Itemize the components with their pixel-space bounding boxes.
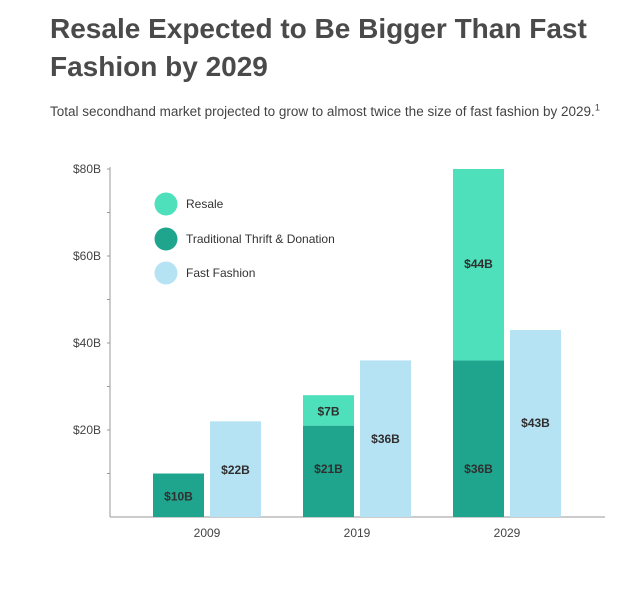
bar-thrift-2029	[453, 360, 504, 517]
data-label-fast-fashion-2009: $22B	[221, 463, 250, 477]
chart-title: Resale Expected to Be Bigger Than Fast F…	[50, 13, 587, 82]
data-label-fast-fashion-2019: $36B	[371, 432, 400, 446]
data-label-fast-fashion-2029: $43B	[521, 416, 550, 430]
y-tick-label: $80B	[73, 162, 101, 176]
chart-subtitle: Total secondhand market projected to gro…	[50, 103, 620, 121]
bar-thrift-2009	[153, 473, 204, 517]
bar-resale-2029	[453, 169, 504, 361]
legend-label: Traditional Thrift & Donation	[186, 232, 335, 246]
bar-fast-fashion-2009	[210, 421, 261, 517]
x-tick-label: 2019	[344, 526, 371, 540]
y-tick-label: $20B	[73, 423, 101, 437]
bar-resale-2019	[303, 395, 354, 426]
data-label-thrift-2019: $21B	[314, 462, 343, 476]
data-label-thrift-2009: $10B	[164, 489, 193, 503]
subtitle-text: Total secondhand market projected to gro…	[50, 104, 595, 119]
legend-swatch	[154, 261, 178, 285]
y-tick-label: $40B	[73, 336, 101, 350]
data-label-thrift-2029: $36B	[464, 462, 493, 476]
legend-swatch	[154, 192, 178, 216]
footnote-marker: 1	[594, 102, 600, 113]
bar-fast-fashion-2019	[360, 360, 411, 517]
bar-fast-fashion-2029	[510, 329, 561, 517]
data-label-resale-2019: $7B	[317, 404, 339, 418]
legend-label: Fast Fashion	[186, 266, 255, 280]
x-tick-label: 2029	[494, 526, 521, 540]
y-tick-label: $60B	[73, 249, 101, 263]
legend-label: Resale	[186, 197, 224, 211]
bar-thrift-2019	[303, 425, 354, 517]
legend-swatch	[154, 227, 178, 251]
data-label-resale-2029: $44B	[464, 257, 493, 271]
x-tick-label: 2009	[194, 526, 221, 540]
